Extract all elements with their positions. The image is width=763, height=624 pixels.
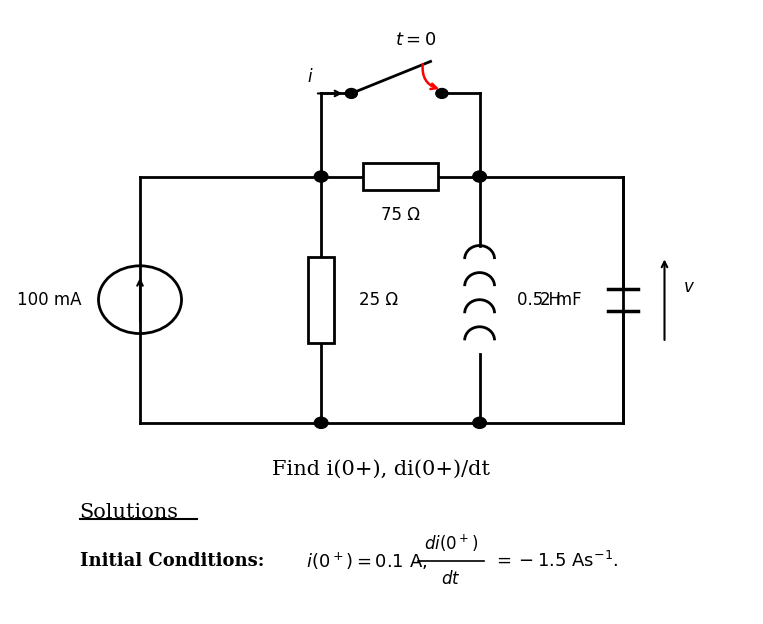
Text: 25 Ω: 25 Ω bbox=[359, 291, 398, 309]
Circle shape bbox=[346, 89, 357, 99]
Circle shape bbox=[314, 171, 328, 182]
Text: 75 Ω: 75 Ω bbox=[381, 206, 420, 224]
FancyBboxPatch shape bbox=[308, 256, 334, 343]
Text: $v$: $v$ bbox=[684, 278, 695, 296]
Text: 0.5 H: 0.5 H bbox=[517, 291, 562, 309]
Text: Initial Conditions:: Initial Conditions: bbox=[79, 552, 264, 570]
Circle shape bbox=[314, 417, 328, 428]
Text: Find i(0+), di(0+)/dt: Find i(0+), di(0+)/dt bbox=[272, 459, 491, 479]
Text: $t = 0$: $t = 0$ bbox=[394, 31, 436, 49]
Text: $di(0^+)$: $di(0^+)$ bbox=[423, 532, 478, 553]
Text: $i(0^+) = 0.1\ \mathrm{A},$: $i(0^+) = 0.1\ \mathrm{A},$ bbox=[306, 551, 427, 572]
Text: $= -1.5\ \mathrm{As}^{-1}.$: $= -1.5\ \mathrm{As}^{-1}.$ bbox=[493, 551, 619, 572]
Circle shape bbox=[473, 171, 486, 182]
Text: 100 mA: 100 mA bbox=[18, 291, 82, 309]
FancyBboxPatch shape bbox=[362, 163, 438, 190]
Circle shape bbox=[473, 417, 486, 428]
Text: Solutions: Solutions bbox=[79, 502, 179, 522]
Text: 2 mF: 2 mF bbox=[540, 291, 581, 309]
Text: $dt$: $dt$ bbox=[441, 570, 461, 588]
Circle shape bbox=[436, 89, 448, 99]
Text: $i$: $i$ bbox=[307, 68, 313, 86]
